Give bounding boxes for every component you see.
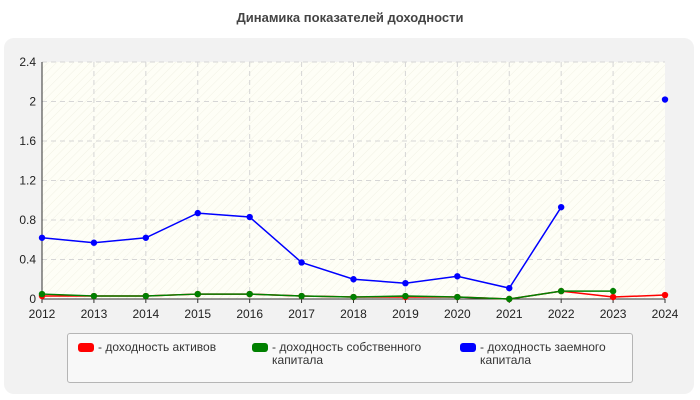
data-point — [142, 234, 150, 241]
legend-label-assets: - доходность активов — [98, 340, 217, 354]
data-point — [350, 293, 357, 301]
data-point — [609, 293, 617, 301]
data-point — [557, 287, 565, 295]
data-point — [402, 280, 409, 287]
legend-item-assets: - доходность активов — [78, 341, 216, 354]
x-tick-label: 2022 — [548, 307, 575, 321]
legend-label-debt: - доходность заемного капитала — [480, 340, 606, 367]
data-point — [194, 290, 201, 298]
x-tick-label: 2019 — [392, 307, 419, 321]
data-point — [38, 290, 46, 298]
data-point — [298, 259, 305, 266]
data-point — [246, 213, 253, 221]
x-tick-label: 2012 — [29, 307, 56, 321]
x-tick-label: 2016 — [236, 307, 263, 321]
legend-label-equity: - доходность собственного капитала — [272, 340, 422, 367]
data-point — [90, 292, 98, 300]
data-point — [402, 292, 409, 300]
chart-title: Динамика показателей доходности — [236, 10, 464, 25]
legend-swatch-debt — [460, 343, 476, 352]
legend-swatch-assets — [78, 343, 94, 352]
data-point — [246, 290, 253, 298]
x-tick-label: 2015 — [184, 307, 211, 321]
x-tick-label: 2018 — [340, 307, 367, 321]
data-point — [506, 284, 513, 292]
data-point — [350, 276, 357, 283]
legend-item-equity: - доходность собственного капитала — [252, 341, 421, 367]
series-equity — [38, 287, 617, 303]
data-point — [298, 292, 305, 300]
data-point — [661, 96, 669, 103]
data-point — [661, 291, 669, 299]
x-tick-label: 2023 — [600, 307, 627, 321]
data-point — [506, 295, 513, 303]
x-tick-label: 2021 — [496, 307, 523, 321]
data-point — [557, 203, 565, 211]
x-tick-label: 2024 — [652, 307, 679, 321]
y-tick-label: 2.4 — [19, 55, 36, 69]
y-tick-label: 2 — [29, 95, 36, 109]
series-line — [41, 290, 614, 300]
chart-legend: - доходность активов - доходность собств… — [67, 333, 633, 383]
data-point — [454, 273, 461, 280]
y-tick-label: 0.8 — [19, 213, 36, 227]
data-point — [90, 239, 98, 246]
legend-item-debt: - доходность заемного капитала — [460, 341, 606, 367]
y-tick-label: 1.6 — [19, 134, 36, 148]
x-tick-label: 2013 — [81, 307, 108, 321]
x-tick-label: 2020 — [444, 307, 471, 321]
data-point — [609, 287, 617, 295]
y-tick-label: 1.2 — [19, 174, 36, 188]
y-tick-label: 0 — [29, 292, 36, 306]
data-point — [142, 292, 150, 300]
x-tick-label: 2017 — [288, 307, 315, 321]
data-point — [454, 293, 461, 301]
x-tick-label: 2014 — [132, 307, 159, 321]
legend-swatch-equity — [252, 343, 268, 352]
data-point — [38, 234, 46, 241]
data-point — [194, 209, 201, 217]
y-tick-label: 0.4 — [19, 253, 36, 267]
series-debt — [38, 96, 669, 292]
